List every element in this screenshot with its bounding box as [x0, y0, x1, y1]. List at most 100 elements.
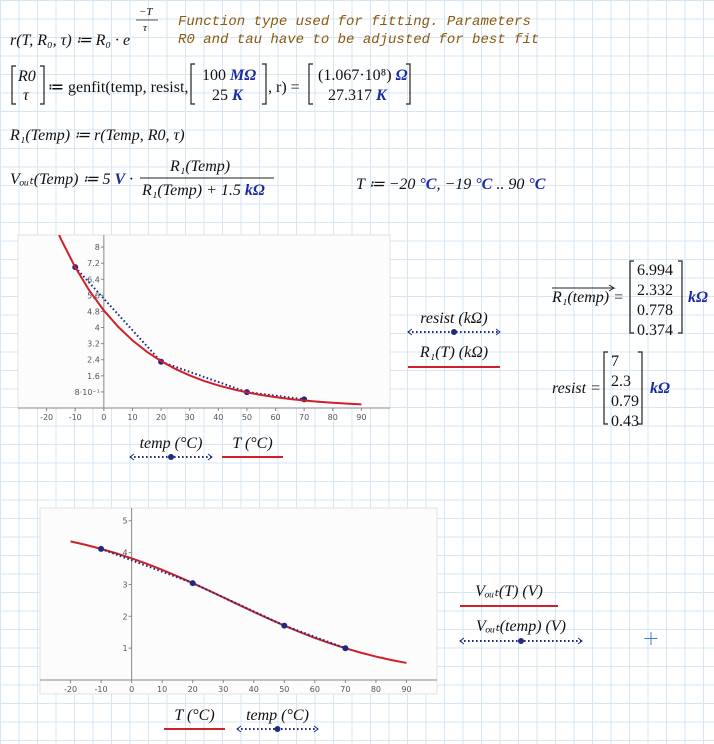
plot-area	[39, 507, 438, 695]
x-tick-label: 60	[270, 413, 280, 422]
vector-entry: 0.43	[611, 413, 639, 430]
data-point	[98, 545, 105, 552]
x-tick-label: 20	[188, 685, 198, 694]
expression-part: (1.067·10⁸)	[318, 67, 396, 84]
x-tick-label: 10	[157, 685, 167, 694]
parameter: R0	[17, 68, 36, 85]
vector-label: R₁(temp) =	[551, 289, 624, 306]
x-tick-label: 10	[127, 413, 137, 422]
unit: Ω	[396, 67, 408, 84]
legend-marker	[451, 329, 457, 335]
legend-label: T (°C)	[174, 707, 214, 724]
plot-series	[58, 235, 362, 406]
vector-arrow	[552, 284, 616, 292]
vector-entry: 0.778	[637, 302, 673, 319]
unit: K	[231, 87, 244, 104]
vector-label: resist =	[552, 380, 601, 397]
legend-marker	[518, 638, 524, 644]
comment-line: R0 and tau have to be adjusted for best …	[178, 32, 539, 48]
r-definition: r(T, R₀, τ) ≔ R₀ · e	[10, 32, 130, 49]
parameter: τ	[23, 87, 30, 104]
vector-entry: 0.374	[637, 322, 673, 339]
y-tick-label: 5	[123, 517, 128, 526]
x-tick-label: 70	[299, 413, 309, 422]
y-tick-label: 4	[123, 549, 128, 558]
legend-arrow	[459, 637, 583, 645]
expression-part: .. 90	[492, 176, 528, 193]
x-tick-label: 40	[249, 685, 259, 694]
x-tick-label: 50	[242, 413, 252, 422]
comment-line: Function type used for fitting. Paramete…	[178, 14, 531, 30]
expression-part: 27.317	[328, 87, 376, 104]
vout-definition: Vₒᵤₜ(Temp) ≔ 5 V ·	[10, 171, 133, 188]
unit: kΩ	[650, 380, 670, 397]
range-definition: T ≔ −20 °C, −19 °C .. 90 °C	[356, 176, 546, 193]
bracket	[190, 63, 267, 105]
data-point	[342, 645, 349, 652]
data-point	[189, 580, 196, 587]
x-tick-label: 80	[328, 413, 338, 422]
x-tick-label: 50	[279, 685, 289, 694]
legend-arrow	[129, 453, 213, 461]
x-tick-label: 0	[129, 685, 134, 694]
series-line	[58, 235, 362, 406]
result: 27.317 K	[328, 87, 388, 104]
bracket	[629, 260, 683, 334]
guess: 25 K	[212, 87, 244, 104]
x-tick-label: 0	[101, 413, 106, 422]
expression-part: ·	[125, 171, 133, 188]
legend-label: Vₒᵤₜ(temp) (V)	[476, 618, 566, 635]
unit: kΩ	[688, 289, 708, 306]
exponent-denominator: τ	[143, 22, 148, 34]
legend-arrow	[407, 328, 501, 336]
y-tick-label: 3.2	[87, 340, 100, 349]
legend-marker	[168, 454, 174, 460]
legend-arrow	[236, 725, 319, 733]
data-point	[281, 622, 288, 629]
series-line	[100, 547, 346, 650]
fraction-numerator: R₁(Temp)	[169, 158, 230, 175]
x-tick-label: -20	[40, 413, 53, 422]
cursor	[644, 632, 658, 645]
expression-part: Vₒᵤₜ(Temp) ≔ 5	[10, 171, 115, 188]
vector-entry: 0.79	[611, 393, 639, 410]
guess: 100 MΩ	[202, 67, 256, 84]
y-tick-label: 2	[123, 612, 128, 621]
x-tick-label: -10	[95, 685, 108, 694]
plot-series	[70, 540, 407, 664]
legend-label: resist (kΩ)	[420, 310, 487, 327]
x-tick-label: 40	[213, 413, 223, 422]
x-tick-label: 30	[218, 685, 228, 694]
result: (1.067·10⁸) Ω	[318, 67, 408, 84]
vector-entry: 6.994	[637, 262, 673, 279]
x-tick-label: 70	[340, 685, 350, 694]
bracket	[308, 63, 411, 105]
unit: °C	[528, 176, 545, 193]
x-tick-label: 80	[371, 685, 381, 694]
unit: °C	[475, 176, 492, 193]
legend-label: R₁(T) (kΩ)	[419, 344, 488, 361]
y-tick-label: 4.8	[87, 307, 100, 316]
x-tick-label: 90	[356, 413, 366, 422]
unit: kΩ	[245, 182, 265, 199]
legend-label: temp (°C)	[140, 435, 203, 452]
fraction-denominator: R₁(Temp) + 1.5 kΩ	[141, 182, 265, 199]
y-tick-label: 2.4	[87, 356, 100, 365]
vector-entry: 7	[611, 353, 619, 370]
y-tick-label: 4	[95, 324, 100, 333]
genfit-call: ≔ genfit(temp, resist,	[48, 79, 188, 96]
y-tick-label: 8	[95, 243, 100, 252]
bracket	[11, 65, 45, 105]
y-tick-label: 1.6	[87, 372, 100, 381]
expression-part: T ≔ −20	[356, 176, 419, 193]
x-tick-label: 20	[156, 413, 166, 422]
vector-unit: kΩ	[688, 289, 708, 306]
x-tick-label: -10	[69, 413, 82, 422]
x-tick-label: 60	[310, 685, 320, 694]
expression-part: , −19	[436, 176, 475, 193]
x-tick-label: 30	[185, 413, 195, 422]
legend-label: temp (°C)	[246, 707, 309, 724]
legend-label: T (°C)	[232, 435, 272, 452]
y-tick-label: 3	[123, 580, 128, 589]
